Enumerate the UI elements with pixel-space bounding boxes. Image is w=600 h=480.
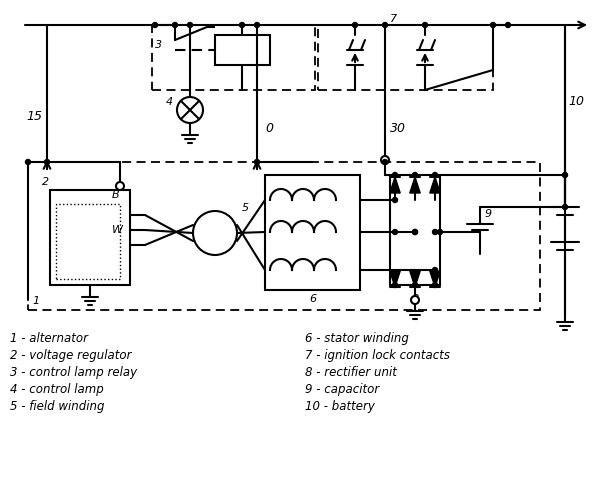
Circle shape xyxy=(392,283,398,288)
Text: 0: 0 xyxy=(265,122,273,135)
Text: 10 - battery: 10 - battery xyxy=(305,400,375,413)
Circle shape xyxy=(353,23,358,27)
Circle shape xyxy=(25,159,31,165)
Text: 1 - alternator: 1 - alternator xyxy=(10,332,88,345)
Circle shape xyxy=(413,172,418,178)
Text: 6: 6 xyxy=(309,294,316,304)
Polygon shape xyxy=(390,177,400,193)
Text: 10: 10 xyxy=(568,95,584,108)
Polygon shape xyxy=(410,271,420,287)
Circle shape xyxy=(411,296,419,304)
Circle shape xyxy=(44,159,49,165)
Circle shape xyxy=(491,23,496,27)
Circle shape xyxy=(239,23,245,27)
Circle shape xyxy=(254,159,260,165)
Circle shape xyxy=(383,159,388,165)
Text: 8 - rectifier unit: 8 - rectifier unit xyxy=(305,366,397,379)
Circle shape xyxy=(437,229,443,235)
Text: 7 - ignition lock contacts: 7 - ignition lock contacts xyxy=(305,349,450,362)
Bar xyxy=(265,175,360,290)
Circle shape xyxy=(413,229,418,235)
Text: 2 - voltage regulator: 2 - voltage regulator xyxy=(10,349,131,362)
Circle shape xyxy=(413,229,418,235)
Circle shape xyxy=(392,172,398,178)
Circle shape xyxy=(152,23,157,27)
Text: 1: 1 xyxy=(32,296,39,306)
Circle shape xyxy=(563,172,568,178)
Text: 5: 5 xyxy=(242,203,249,213)
Bar xyxy=(215,35,270,65)
Bar xyxy=(56,204,120,279)
Polygon shape xyxy=(390,271,400,287)
Bar xyxy=(28,162,540,310)
Text: 8: 8 xyxy=(412,294,419,304)
Circle shape xyxy=(383,23,388,27)
Circle shape xyxy=(254,23,260,27)
Bar xyxy=(50,190,130,285)
Circle shape xyxy=(422,23,427,27)
Text: 4 - control lamp: 4 - control lamp xyxy=(10,383,104,396)
Polygon shape xyxy=(410,177,420,193)
Text: 4: 4 xyxy=(166,97,173,107)
Text: 3: 3 xyxy=(155,40,162,50)
Text: 2: 2 xyxy=(42,177,49,187)
Circle shape xyxy=(116,182,124,190)
Circle shape xyxy=(381,156,389,164)
Text: 3 - control lamp relay: 3 - control lamp relay xyxy=(10,366,137,379)
Text: 15: 15 xyxy=(26,110,42,123)
Circle shape xyxy=(413,283,418,288)
Circle shape xyxy=(505,23,511,27)
Circle shape xyxy=(433,283,437,288)
Circle shape xyxy=(173,23,178,27)
Bar xyxy=(318,25,493,90)
Circle shape xyxy=(392,229,398,235)
Bar xyxy=(152,25,315,90)
Polygon shape xyxy=(430,271,440,287)
Circle shape xyxy=(392,197,398,203)
Circle shape xyxy=(563,204,568,209)
Circle shape xyxy=(433,172,437,178)
Text: 9: 9 xyxy=(485,209,492,219)
Circle shape xyxy=(187,23,193,27)
Circle shape xyxy=(433,229,437,235)
Circle shape xyxy=(433,267,437,273)
Text: 30: 30 xyxy=(390,122,406,135)
Polygon shape xyxy=(430,177,440,193)
Text: 5 - field winding: 5 - field winding xyxy=(10,400,104,413)
Text: 7: 7 xyxy=(390,14,397,24)
Text: 6 - stator winding: 6 - stator winding xyxy=(305,332,409,345)
Text: 9 - capacitor: 9 - capacitor xyxy=(305,383,379,396)
Text: W: W xyxy=(112,225,123,235)
Text: B: B xyxy=(112,190,119,200)
